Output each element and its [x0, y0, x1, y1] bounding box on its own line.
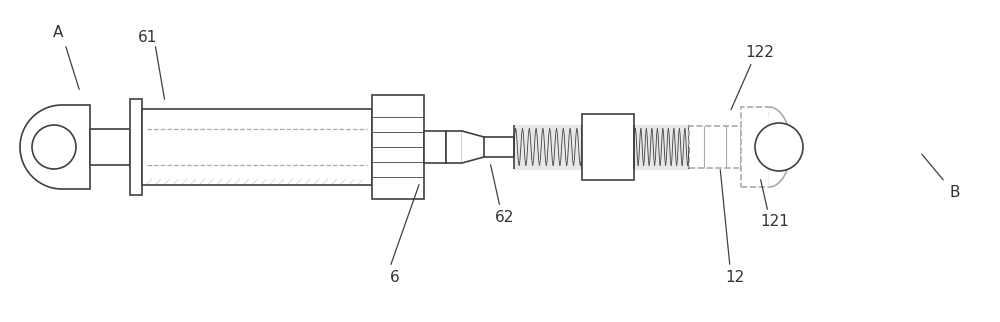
Bar	[62, 105, 90, 189]
Text: 62: 62	[495, 210, 515, 224]
Text: 6: 6	[390, 270, 400, 285]
Bar	[130, 99, 142, 195]
Bar	[741, 107, 769, 187]
Bar	[424, 131, 446, 163]
Text: 61: 61	[138, 30, 158, 44]
Bar	[582, 114, 634, 180]
Bar	[446, 131, 462, 163]
Bar	[484, 137, 514, 157]
Polygon shape	[769, 107, 791, 187]
Circle shape	[755, 123, 803, 171]
Bar	[142, 109, 372, 185]
Text: 122: 122	[746, 44, 774, 60]
Text: A: A	[53, 24, 63, 40]
Bar	[372, 95, 424, 199]
Bar	[689, 126, 741, 168]
Bar	[90, 129, 130, 165]
Text: 121: 121	[761, 214, 789, 230]
Text: B: B	[950, 185, 960, 200]
Polygon shape	[20, 105, 62, 189]
Polygon shape	[462, 131, 484, 163]
Circle shape	[32, 125, 76, 169]
Text: 12: 12	[725, 270, 745, 285]
